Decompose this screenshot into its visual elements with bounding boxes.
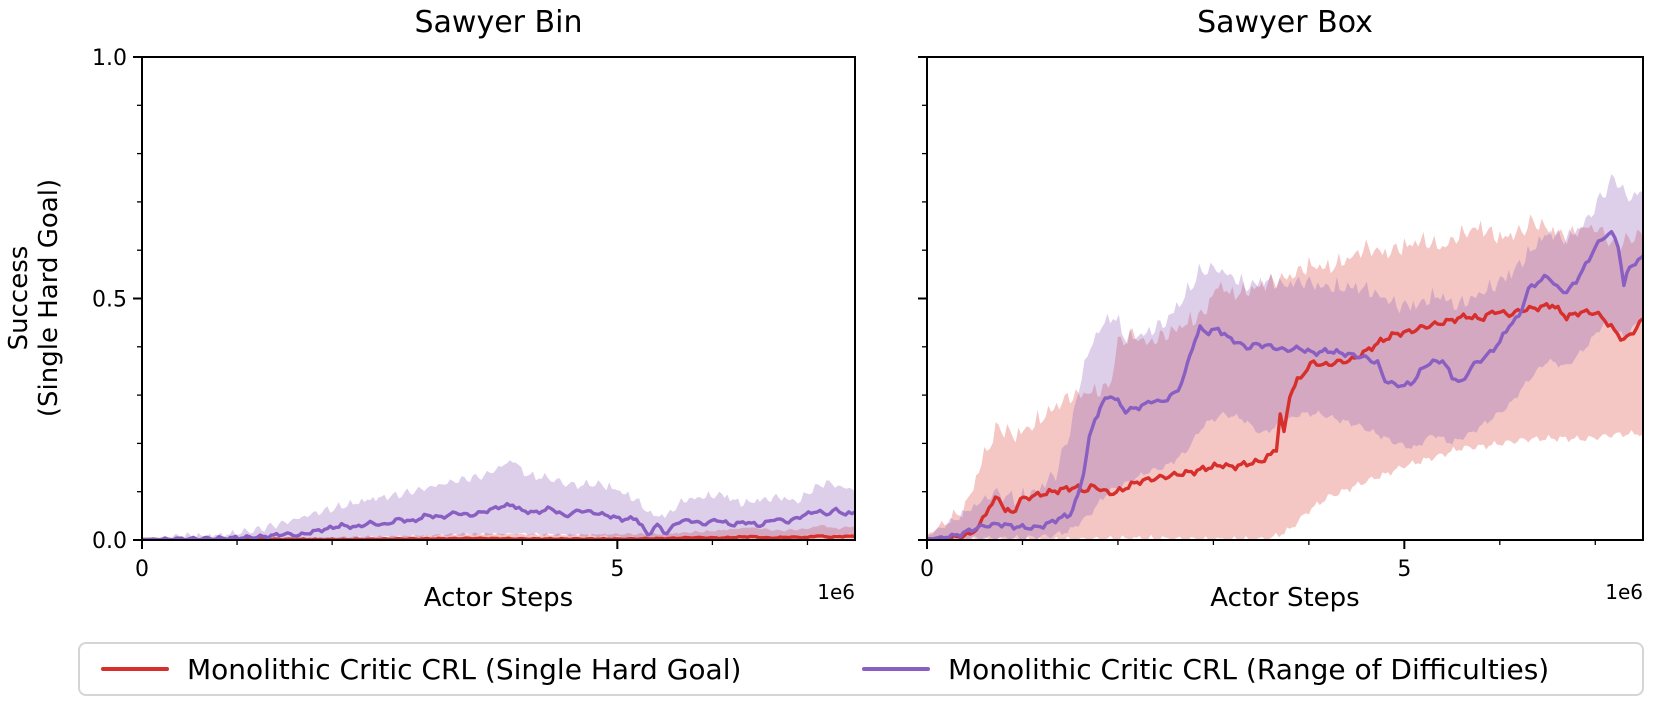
legend-entry-purple: Monolithic Critic CRL (Range of Difficul… xyxy=(862,644,1549,694)
plot2-x-offset-label: 1e6 xyxy=(1605,580,1643,604)
plot1-mean-purple xyxy=(142,501,855,540)
y-axis-label-line1: Success xyxy=(4,245,34,351)
plot2-title: Sawyer Box xyxy=(1197,5,1373,40)
legend: Monolithic Critic CRL (Single Hard Goal)… xyxy=(78,642,1644,696)
purple-line-swatch xyxy=(862,667,930,671)
red-line-swatch xyxy=(101,667,169,671)
y-tick-label: 1.0 xyxy=(92,46,127,71)
plot1-band-purple xyxy=(142,460,855,540)
x-tick-label: 5 xyxy=(1397,557,1411,582)
plot2-ticks xyxy=(918,56,1596,549)
y-axis-label: Success (Single Hard Goal) xyxy=(4,179,64,417)
y-tick-label: 0.0 xyxy=(92,529,127,554)
x-tick-label: 0 xyxy=(135,557,149,582)
legend-entry-red: Monolithic Critic CRL (Single Hard Goal) xyxy=(101,644,741,694)
plot1-tick-labels: 0 5 0.0 0.5 1.0 xyxy=(92,46,624,582)
y-axis-label-line2: (Single Hard Goal) xyxy=(34,178,64,418)
plot1-x-axis-label: Actor Steps xyxy=(423,583,574,613)
plot2-x-axis-label: Actor Steps xyxy=(1210,583,1360,613)
x-tick-label: 0 xyxy=(920,557,934,582)
y-tick-label: 0.5 xyxy=(92,288,127,313)
plot1-ticks xyxy=(133,56,809,549)
plot2-band-red xyxy=(927,214,1643,540)
plot1-band-red xyxy=(142,524,855,540)
legend-label-red: Monolithic Critic CRL (Single Hard Goal) xyxy=(187,652,742,686)
x-tick-label: 5 xyxy=(610,557,624,582)
legend-label-purple: Monolithic Critic CRL (Range of Difficul… xyxy=(948,652,1550,686)
plot1-title: Sawyer Bin xyxy=(414,5,583,40)
plot2-band-purple xyxy=(927,174,1643,540)
plot1-x-offset-label: 1e6 xyxy=(817,580,855,604)
plot2-mean-purple xyxy=(927,230,1643,540)
plot2-area xyxy=(927,174,1643,540)
plot1-area xyxy=(142,460,855,540)
